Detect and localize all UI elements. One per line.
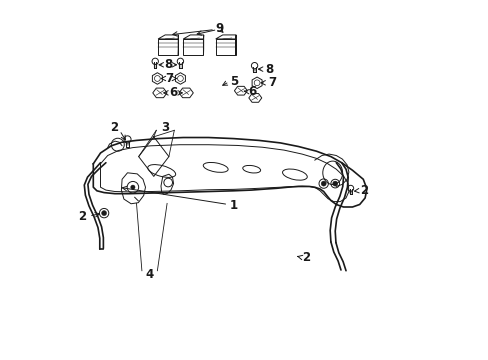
Text: 1: 1 — [230, 199, 238, 212]
Text: 2: 2 — [109, 121, 118, 134]
Text: 7: 7 — [164, 72, 173, 85]
Text: 8: 8 — [265, 63, 273, 76]
Text: 3: 3 — [161, 121, 169, 134]
Circle shape — [130, 185, 135, 189]
Text: 6: 6 — [247, 85, 256, 98]
Circle shape — [332, 181, 337, 186]
Text: 6: 6 — [169, 86, 177, 99]
Text: 9: 9 — [215, 22, 223, 35]
Text: 8: 8 — [163, 58, 172, 71]
Text: 2: 2 — [302, 251, 309, 264]
Text: 2: 2 — [359, 184, 367, 197]
Text: 5: 5 — [230, 75, 238, 87]
Text: 7: 7 — [267, 76, 275, 89]
Text: 2: 2 — [78, 210, 86, 222]
Circle shape — [321, 181, 325, 186]
Circle shape — [102, 211, 106, 216]
Text: 4: 4 — [144, 268, 153, 281]
